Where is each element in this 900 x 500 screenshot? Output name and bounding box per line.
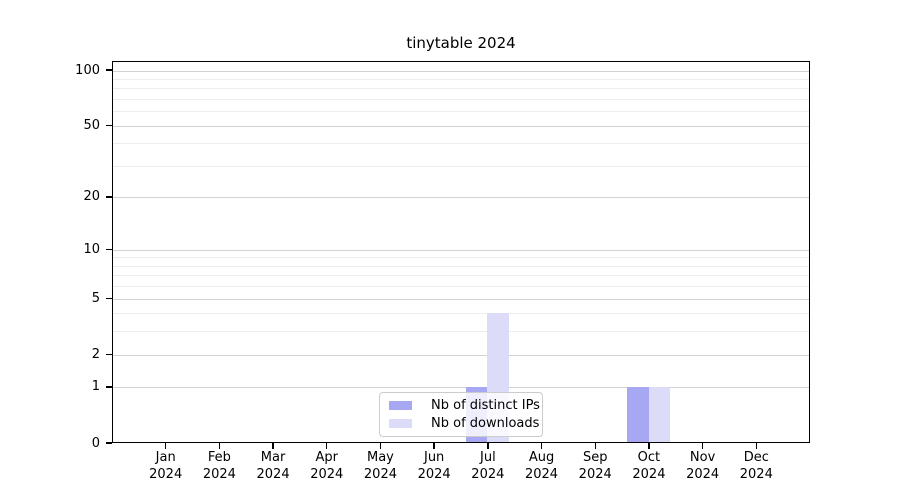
gridline <box>113 298 809 300</box>
x-tick-label: Sep 2024 <box>578 450 612 482</box>
x-tick-mark <box>648 443 650 449</box>
y-tick-mark <box>105 442 112 444</box>
y-tick-label: 100 <box>75 62 100 78</box>
x-tick-label: Apr 2024 <box>310 450 344 482</box>
gridline <box>113 166 809 167</box>
gridline <box>113 143 809 145</box>
gridline <box>113 354 809 356</box>
x-tick-label: Nov 2024 <box>686 450 720 482</box>
gridline <box>113 125 809 127</box>
y-tick-label: 5 <box>91 290 100 306</box>
x-tick-label: Dec 2024 <box>739 450 773 482</box>
bar-distinct-ips <box>627 387 649 442</box>
x-tick-mark <box>379 443 382 449</box>
legend-label-distinct-ips: Nb of distinct IPs <box>431 397 540 413</box>
gridline <box>113 313 809 315</box>
x-tick-label: Jul 2024 <box>471 450 505 482</box>
x-tick-mark <box>594 443 596 449</box>
gridline <box>113 257 809 259</box>
gridline <box>113 78 809 80</box>
y-tick-label: 2 <box>91 346 100 362</box>
x-tick-mark <box>487 443 489 449</box>
bar-downloads <box>648 387 671 442</box>
legend-swatch-distinct-ips-icon <box>389 401 412 410</box>
gridline <box>113 111 809 113</box>
x-tick-label: Jun 2024 <box>417 450 451 482</box>
gridline <box>113 331 809 333</box>
x-tick-label: May 2024 <box>363 450 397 482</box>
y-tick-mark <box>105 196 112 198</box>
legend-item-distinct-ips: Nb of distinct IPs <box>380 397 542 415</box>
legend-item-downloads: Nb of downloads <box>380 415 542 433</box>
gridline <box>113 286 809 288</box>
x-tick-mark <box>755 443 757 449</box>
y-tick-mark <box>105 386 112 388</box>
x-tick-label: Mar 2024 <box>256 450 290 482</box>
y-tick-mark <box>105 353 112 355</box>
y-tick-mark <box>105 124 112 126</box>
x-tick-mark <box>272 443 274 449</box>
legend-swatch-downloads-icon <box>389 419 412 428</box>
x-tick-label: Aug 2024 <box>524 450 559 482</box>
y-tick-label: 0 <box>91 435 100 451</box>
chart-title: tinytable 2024 <box>406 34 516 52</box>
x-tick-mark <box>164 443 167 449</box>
y-tick-mark <box>105 297 112 299</box>
gridline <box>113 265 809 267</box>
y-tick-label: 10 <box>83 241 100 257</box>
gridline <box>113 197 809 199</box>
gridline <box>113 275 809 277</box>
x-tick-mark <box>218 443 221 449</box>
x-tick-label: Feb 2024 <box>202 450 236 482</box>
legend-label-downloads: Nb of downloads <box>431 415 540 431</box>
y-tick-label: 1 <box>91 379 100 395</box>
gridline <box>113 387 809 389</box>
gridline <box>113 88 809 90</box>
gridline <box>113 99 809 101</box>
y-tick-mark <box>105 248 112 250</box>
legend: Nb of distinct IPs Nb of downloads <box>379 392 543 437</box>
y-tick-mark <box>105 69 112 71</box>
x-tick-label: Oct 2024 <box>632 450 666 482</box>
y-tick-label: 50 <box>83 117 100 133</box>
y-tick-label: 20 <box>83 189 100 205</box>
x-tick-mark <box>433 443 435 449</box>
x-tick-mark <box>326 443 328 449</box>
x-tick-mark <box>701 443 704 449</box>
plot-area <box>112 61 810 443</box>
gridline <box>113 70 809 72</box>
x-tick-mark <box>540 443 543 449</box>
x-tick-label: Jan 2024 <box>149 450 183 482</box>
gridline <box>113 249 809 251</box>
